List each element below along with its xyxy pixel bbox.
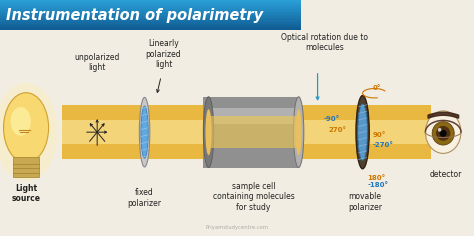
Text: 270°: 270° [328,127,346,133]
Bar [0,4,301,6]
Bar [0,15,301,16]
Text: Priyamstudycentre.com: Priyamstudycentre.com [206,225,268,230]
Ellipse shape [205,109,212,155]
Ellipse shape [438,128,441,132]
Text: Optical rotation due to
molecules: Optical rotation due to molecules [281,33,368,52]
Bar [0,22,301,24]
Ellipse shape [139,97,150,167]
Bar [0,27,301,28]
Text: 180°: 180° [367,175,385,181]
Ellipse shape [425,111,461,153]
Bar [0,6,301,7]
Bar [0,10,301,12]
Bar [0,16,301,18]
Bar [0,12,301,13]
Text: Instrumentation of polarimetry: Instrumentation of polarimetry [6,8,263,23]
Bar [0,7,301,9]
Ellipse shape [141,106,148,158]
Ellipse shape [293,97,304,168]
Bar [0,9,301,10]
Bar [0,0,301,1]
Text: 90°: 90° [373,131,386,138]
Ellipse shape [436,126,450,141]
Ellipse shape [3,93,49,163]
Bar [0,25,301,26]
Text: -90°: -90° [324,116,340,122]
Text: unpolarized
light: unpolarized light [74,53,120,72]
Text: Light
source: Light source [11,184,41,203]
Text: 0°: 0° [373,85,382,92]
Bar [62,120,431,144]
Text: -180°: -180° [367,182,388,188]
Bar [209,116,299,148]
Bar [203,97,214,168]
Bar [62,105,431,159]
Bar [0,18,301,19]
Ellipse shape [356,96,369,169]
Bar [209,108,299,124]
Ellipse shape [358,104,367,160]
Text: -270°: -270° [373,142,394,148]
Ellipse shape [439,130,447,137]
Ellipse shape [203,97,214,168]
Text: fixed
polarizer: fixed polarizer [128,188,162,208]
Text: sample cell
containing molecules
for study: sample cell containing molecules for stu… [213,182,294,211]
Bar [0,3,301,4]
Bar [0,1,301,3]
Bar [0,24,301,25]
Bar [0,13,301,15]
Bar [209,97,299,168]
Bar [0,28,301,30]
Ellipse shape [432,122,454,145]
Bar [13,156,39,177]
Bar [0,19,301,21]
Text: movable
polarizer: movable polarizer [348,192,382,212]
Bar [0,21,301,22]
Ellipse shape [10,107,31,136]
Text: Linearly
polarized
light: Linearly polarized light [146,39,182,69]
Ellipse shape [295,109,302,155]
Text: detector: detector [429,170,462,179]
Ellipse shape [0,83,58,181]
